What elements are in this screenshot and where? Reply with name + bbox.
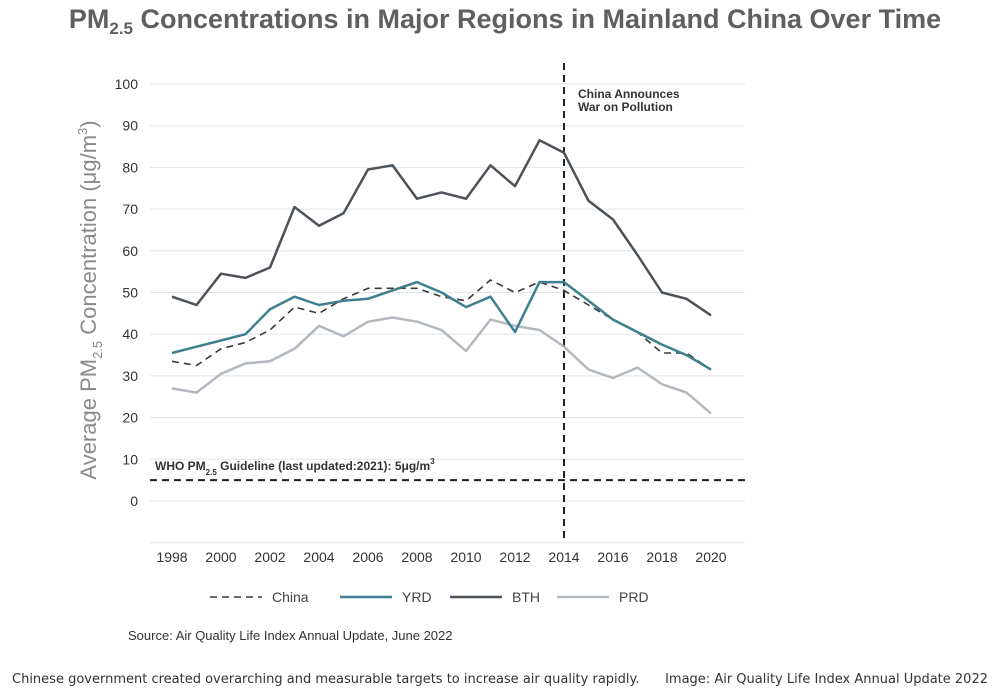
y-tick-label: 90	[122, 118, 138, 134]
y-tick-label: 80	[122, 159, 138, 175]
y-tick-label: 50	[122, 285, 138, 301]
who-guideline-label: WHO PM2.5 Guideline (last updated:2021):…	[155, 457, 435, 477]
y-tick-label: 30	[122, 368, 138, 384]
x-tick-label: 2004	[303, 549, 334, 565]
y-axis-label: Average PM2.5 Concentration (μg/m3)	[75, 120, 105, 479]
x-tick-label: 2008	[401, 549, 432, 565]
source-note: Source: Air Quality Life Index Annual Up…	[128, 628, 453, 643]
series-line-china	[171, 279, 712, 371]
y-tick-label: 100	[115, 76, 139, 92]
page-title: PM2.5 Concentrations in Major Regions in…	[68, 4, 942, 38]
image-caption: Chinese government created overarching a…	[12, 672, 640, 687]
legend-label-prd: PRD	[619, 589, 649, 605]
x-tick-label: 2006	[352, 549, 383, 565]
series-line-yrd	[171, 280, 712, 371]
y-tick-label: 10	[122, 451, 138, 467]
x-tick-label: 1998	[156, 549, 187, 565]
series-line-bth	[171, 139, 712, 317]
y-tick-label: 0	[130, 493, 138, 509]
event-annotation-line1: China Announces	[578, 87, 680, 101]
y-tick-label: 40	[122, 326, 138, 342]
x-tick-label: 2012	[499, 549, 530, 565]
y-tick-label: 60	[122, 243, 138, 259]
y-tick-label: 20	[122, 410, 138, 426]
x-tick-label: 2000	[205, 549, 236, 565]
event-annotation-line2: War on Pollution	[578, 100, 673, 114]
x-tick-label: 2014	[548, 549, 579, 565]
series-line-prd	[171, 316, 712, 415]
legend: China YRD BTH PRD	[210, 589, 649, 605]
x-tick-label: 2016	[597, 549, 628, 565]
x-tick-label: 2010	[450, 549, 481, 565]
x-tick-label: 2020	[695, 549, 726, 565]
y-tick-label: 70	[122, 201, 138, 217]
legend-label-yrd: YRD	[402, 589, 432, 605]
legend-label-bth: BTH	[512, 589, 540, 605]
x-tick-label: 2018	[646, 549, 677, 565]
x-tick-label: 2002	[254, 549, 285, 565]
image-credit: Image: Air Quality Life Index Annual Upd…	[665, 672, 988, 687]
legend-label-china: China	[272, 589, 309, 605]
